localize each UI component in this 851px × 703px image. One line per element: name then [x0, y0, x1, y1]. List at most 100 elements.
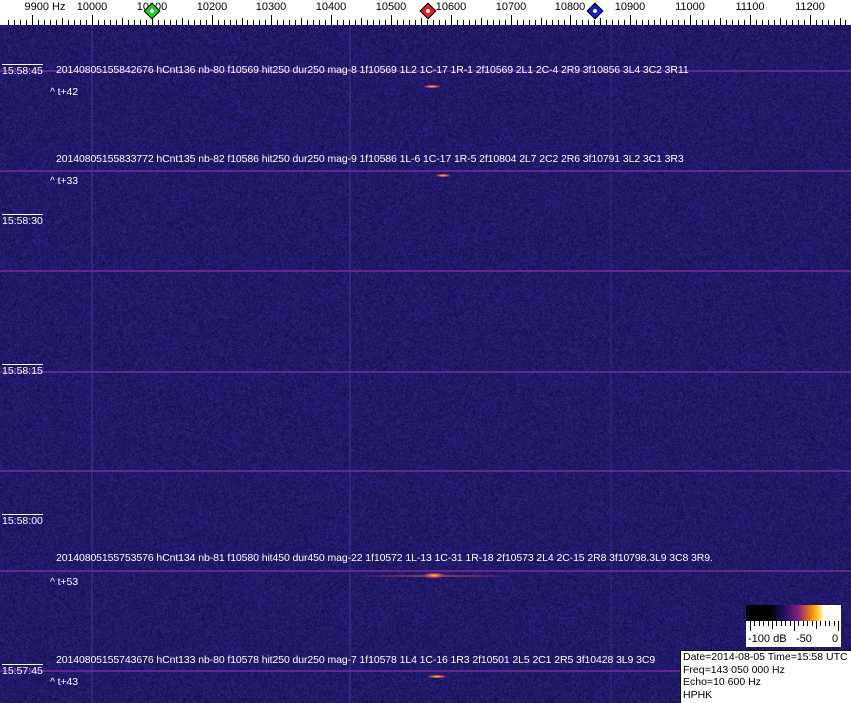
detection-text: 20140805155833772 hCnt135 nb-82 f10586 h… [56, 153, 684, 165]
blue-marker[interactable] [587, 3, 604, 20]
scale-tick [62, 18, 63, 25]
colorbar-tick [803, 621, 804, 626]
colorbar-tick [772, 621, 773, 629]
scale-tick [600, 18, 601, 25]
color-gradient [746, 605, 841, 621]
detection-text: 20140805155842676 hCnt136 nb-80 f10569 h… [56, 64, 689, 76]
scale-tick [92, 15, 93, 25]
detection-text: 20140805155753576 hCnt134 nb-81 f10580 h… [56, 552, 713, 564]
scale-tick [122, 18, 123, 25]
frequency-label: 10200 [197, 1, 228, 13]
scale-tick [780, 18, 781, 25]
info-date-time: Date=2014-08-05 Time=15:58 UTC [683, 651, 851, 664]
meteor-echo [424, 573, 444, 578]
colorbar-tick [781, 621, 782, 626]
frequency-label: 10000 [77, 1, 108, 13]
horizontal-line [0, 170, 851, 172]
colorbar-tick [807, 621, 808, 626]
meteor-echo [424, 85, 440, 88]
scale-tick [361, 18, 362, 25]
frequency-unit-label: 9900 Hz [25, 1, 66, 13]
detection-text: 20140805155743676 hCnt133 nb-80 f10578 h… [56, 654, 655, 666]
vertical-line [610, 25, 612, 703]
time-label: 15:58:00 [2, 514, 43, 527]
scale-tick [212, 15, 213, 25]
colorbar-tick [754, 621, 755, 626]
colorbar-tick [763, 621, 764, 626]
colorbar-label: 0 [832, 633, 838, 645]
scale-tick [301, 18, 302, 25]
spectrogram-noise [0, 25, 851, 703]
time-label: 15:58:30 [2, 214, 43, 227]
horizontal-line [0, 470, 851, 472]
colorbar-tick [750, 621, 751, 631]
colorbar-tick [834, 621, 835, 626]
frequency-label: 10400 [316, 1, 347, 13]
colorbar-tick [776, 621, 777, 626]
scale-tick [541, 18, 542, 25]
vertical-line [91, 25, 93, 703]
colorbar-tick [820, 621, 821, 626]
scale-tick [242, 18, 243, 25]
meteor-echo [428, 675, 446, 678]
colorbar-label: -100 dB [748, 633, 787, 645]
red-marker[interactable] [420, 3, 437, 20]
info-frequency: Freq=143 050 000 Hz [683, 664, 851, 677]
frequency-label: 11000 [675, 1, 705, 13]
waterfall-spectrogram[interactable]: 15:58:45 15:58:30 15:58:15 15:58:00 15:5… [0, 25, 851, 703]
color-bar: -100 dB -50 0 [746, 605, 841, 647]
vertical-line [349, 25, 351, 703]
frequency-label: 11200 [795, 1, 825, 13]
frequency-label: 10600 [436, 1, 467, 13]
frequency-label: 10800 [555, 1, 586, 13]
scale-tick [660, 18, 661, 25]
scale-tick [391, 15, 392, 25]
colorbar-tick [816, 621, 817, 629]
time-label: 15:57:45 [2, 664, 43, 677]
time-label: 15:58:15 [2, 364, 43, 377]
scale-tick [690, 15, 691, 25]
scale-tick [182, 18, 183, 25]
info-echo: Echo=10 600 Hz [683, 676, 851, 689]
info-station: HPHK [683, 689, 851, 702]
scale-tick [630, 15, 631, 25]
scale-tick [331, 15, 332, 25]
scale-tick [720, 18, 721, 25]
colorbar-tick [790, 621, 791, 626]
frequency-label: 10700 [496, 1, 527, 13]
scale-tick [810, 15, 811, 25]
frequency-label: 11100 [736, 1, 765, 13]
detection-offset: ^ t+42 [50, 86, 78, 98]
scale-tick [481, 18, 482, 25]
horizontal-line [0, 371, 851, 373]
frequency-label: 10500 [376, 1, 407, 13]
detection-offset: ^ t+43 [50, 676, 78, 688]
detection-offset: ^ t+53 [50, 576, 78, 588]
colorbar-tick [798, 621, 799, 626]
scale-tick [32, 15, 33, 25]
scale-tick [570, 15, 571, 25]
colorbar-tick [838, 621, 839, 631]
meteor-echo [436, 174, 450, 177]
colorbar-tick [768, 621, 769, 626]
frequency-label: 10300 [256, 1, 287, 13]
scale-tick [271, 15, 272, 25]
horizontal-line [0, 270, 851, 272]
time-label: 15:58:45 [2, 64, 43, 77]
colorbar-label: -50 [796, 633, 812, 645]
frequency-label: 10900 [615, 1, 646, 13]
colorbar-tick [785, 621, 786, 626]
scale-tick [750, 15, 751, 25]
detection-offset: ^ t+33 [50, 175, 78, 187]
colorbar-tick [759, 621, 760, 626]
scale-tick [511, 15, 512, 25]
scale-tick [421, 18, 422, 25]
colorbar-tick [829, 621, 830, 626]
scale-tick [451, 15, 452, 25]
frequency-scale: 9900 Hz 10000101001020010300104001050010… [0, 0, 851, 25]
colorbar-tick [794, 621, 795, 631]
colorbar-tick [812, 621, 813, 626]
info-box: Date=2014-08-05 Time=15:58 UTC Freq=143 … [680, 650, 851, 703]
scale-tick [840, 18, 841, 25]
colorbar-tick [825, 621, 826, 626]
